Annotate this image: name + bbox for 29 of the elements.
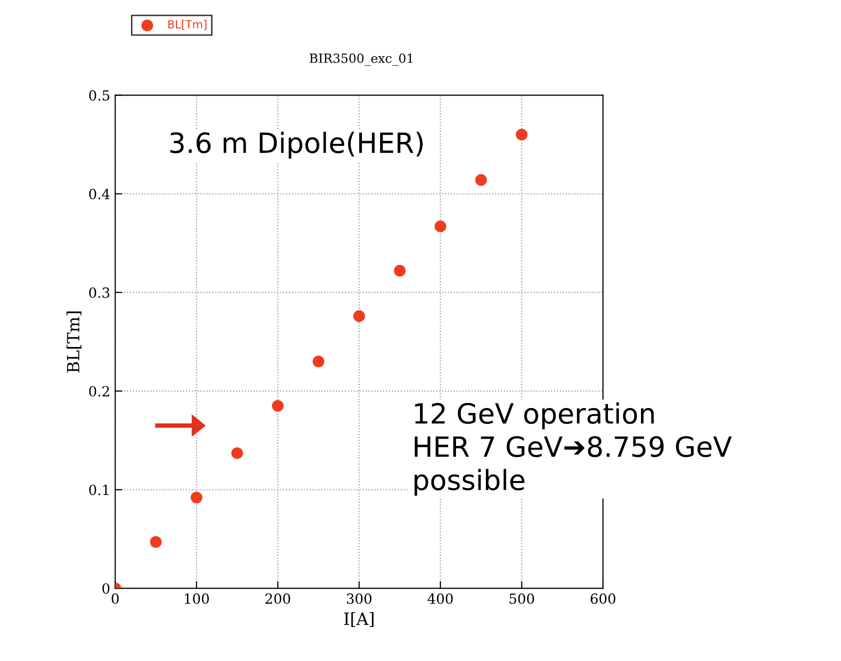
chart-title: BIR3500_exc_01 (310, 54, 412, 66)
y-tick-label: 0.3 (89, 287, 110, 298)
x-tick-label: 500 (510, 593, 534, 604)
y-tick-label: 0.1 (89, 484, 108, 496)
annotation: 3.6 m Dipole(HER) (170, 132, 423, 159)
y-tick-label: 0.2 (89, 386, 109, 397)
point (231, 447, 244, 460)
point (516, 128, 528, 140)
x-tick-label: 0 (112, 593, 119, 604)
y-tick-label: 0.4 (89, 188, 110, 200)
legend-label: BL[Tm] (168, 20, 206, 30)
x-tick-label: 400 (428, 593, 453, 604)
point (434, 220, 446, 232)
point (272, 400, 284, 412)
y-tick-label: 0 (102, 583, 110, 594)
x-tick-label: 600 (590, 593, 616, 604)
point (394, 264, 406, 277)
y-axis-title: BL[Tm] (66, 312, 82, 372)
point (190, 492, 202, 504)
x-tick-label: 200 (265, 593, 290, 604)
x-tick-label: 300 (346, 593, 372, 604)
y-tick-label: 0.5 (89, 90, 110, 101)
x-axis-title: I[A] (344, 612, 374, 628)
point (150, 536, 162, 548)
point (475, 174, 487, 186)
point (312, 356, 324, 368)
point (353, 310, 365, 322)
x-tick-label: 100 (184, 593, 209, 604)
annotation: 12 GeV operation HER 7 GeV➔8.759 GeV possible (414, 402, 732, 496)
